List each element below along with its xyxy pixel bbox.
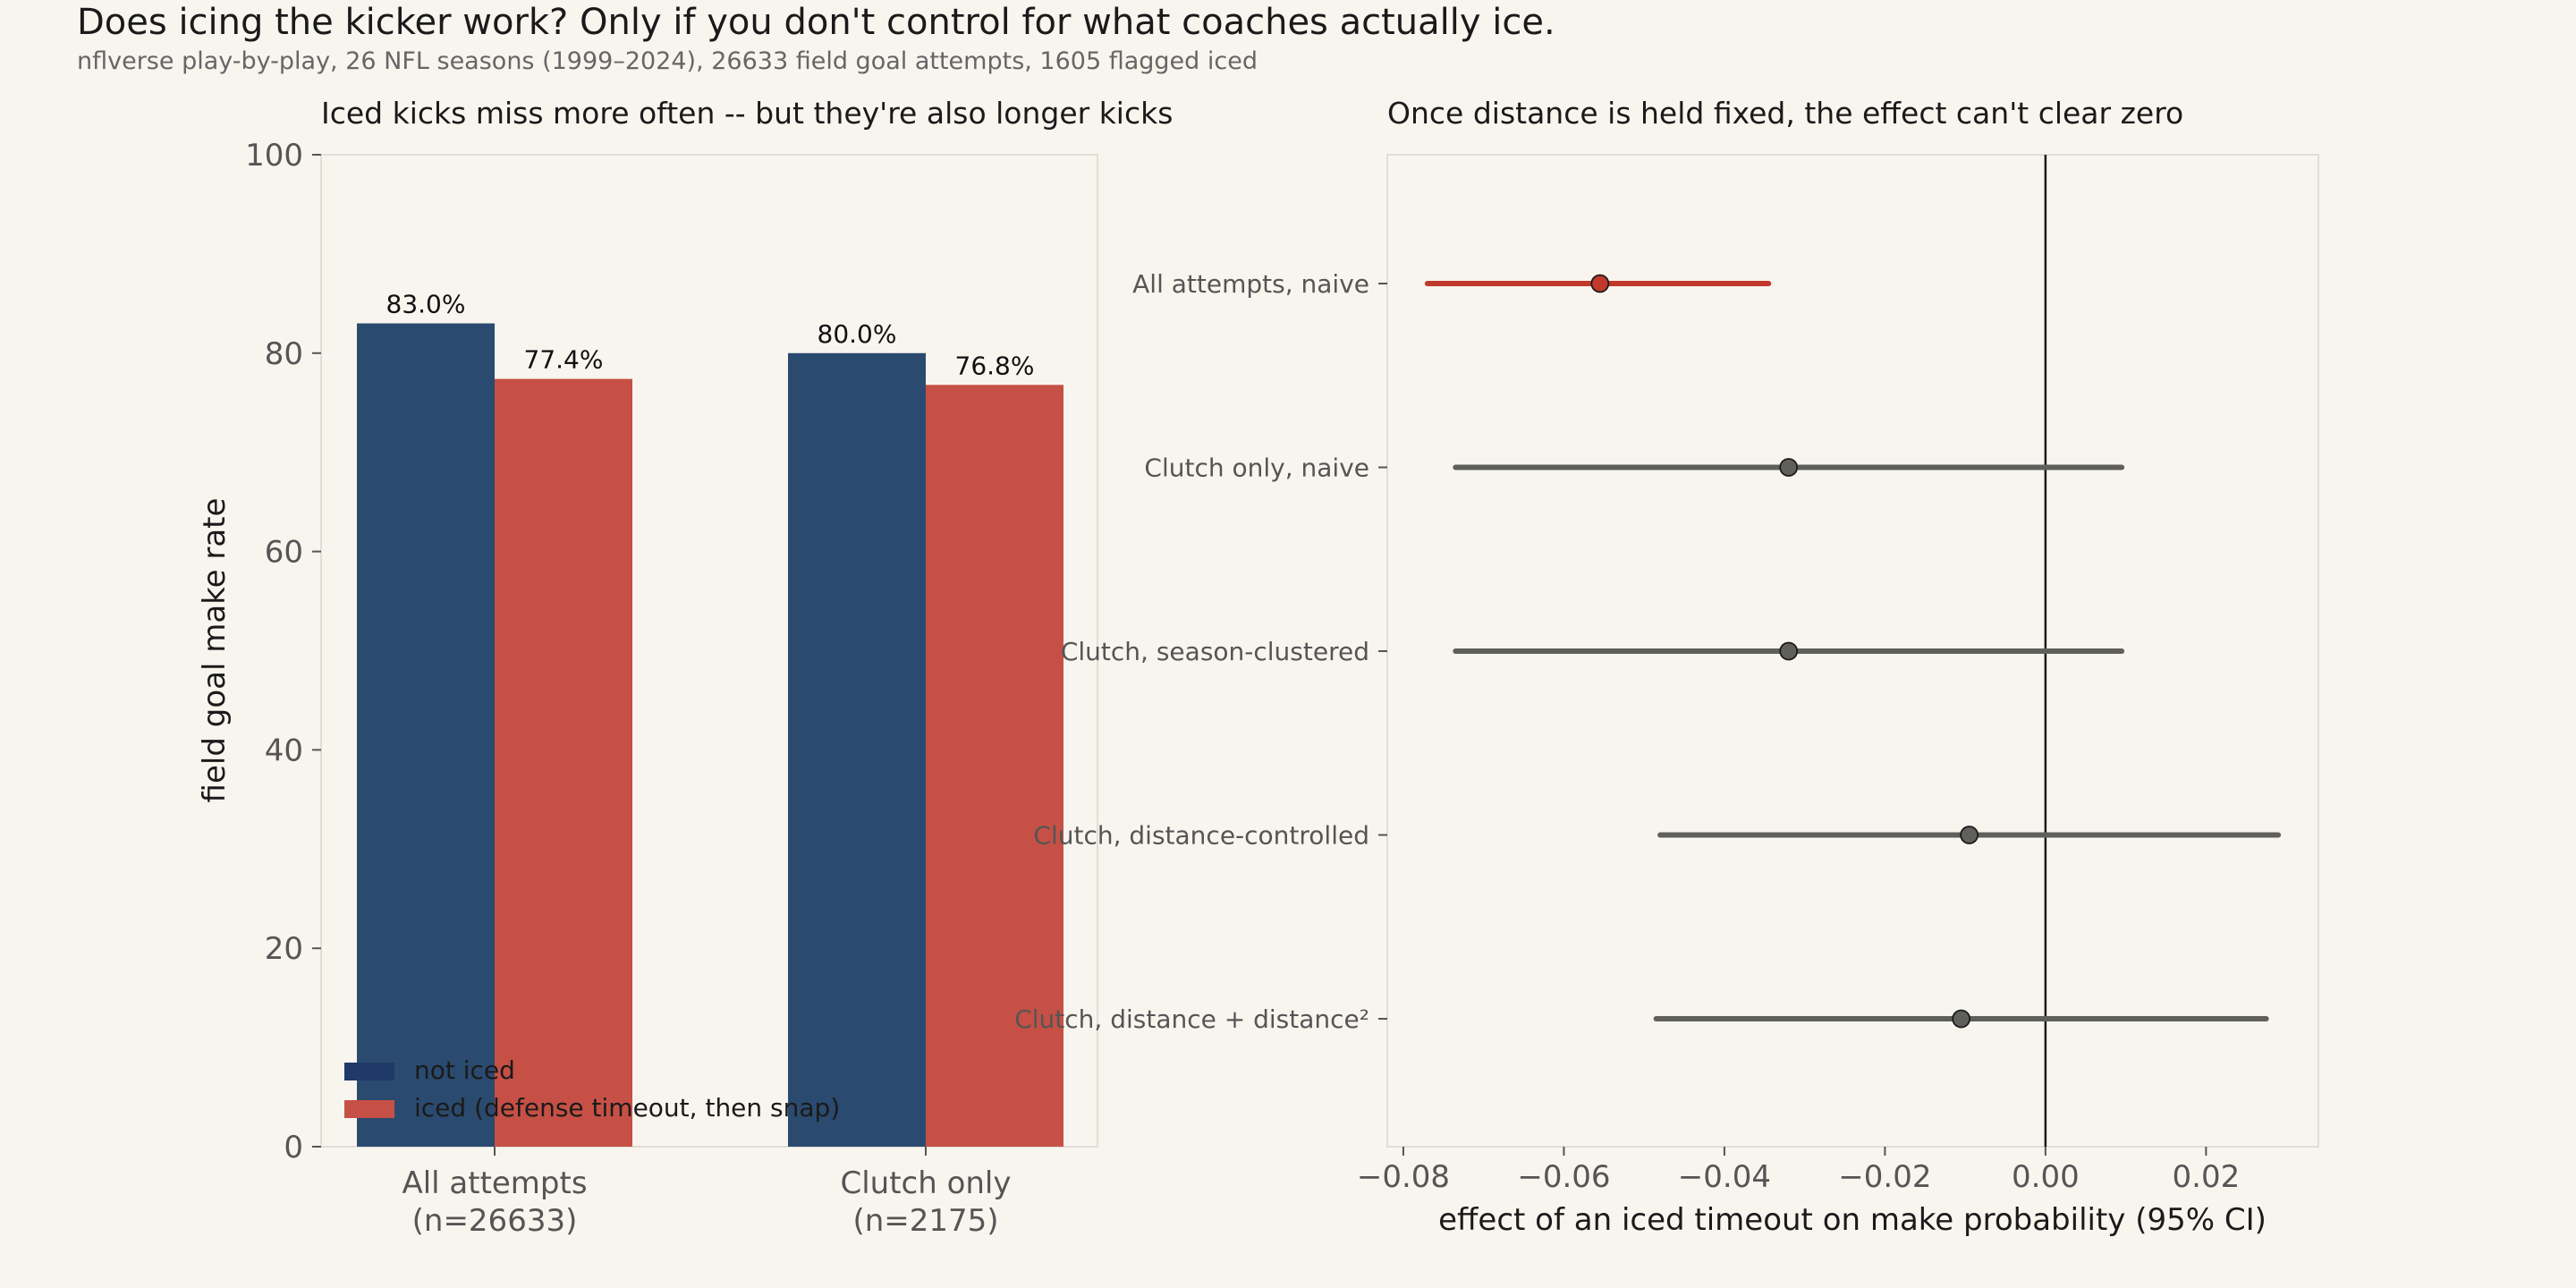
y-tick-label: 60	[265, 535, 303, 571]
row-label: Clutch, distance + distance²	[1014, 1004, 1369, 1034]
point-estimate	[1779, 641, 1799, 661]
bar	[357, 323, 495, 1147]
x-tick-label: All attempts (n=26633)	[402, 1165, 587, 1239]
x-tick-label: 0.02	[2173, 1159, 2241, 1195]
y-tick-label: 40	[265, 733, 303, 768]
legend-label: not iced	[414, 1055, 515, 1085]
bar-chart-y-axis: 0 20 40 60 80 100	[245, 138, 322, 1165]
legend-swatch	[344, 1100, 394, 1118]
row-label: Clutch, distance-controlled	[1033, 821, 1369, 851]
bar-chart-y-axis-label: field goal make rate	[197, 498, 233, 803]
legend-swatch	[344, 1063, 394, 1080]
y-tick-label: 0	[284, 1130, 303, 1165]
row-label: Clutch, season-clustered	[1061, 637, 1369, 666]
bar	[788, 352, 926, 1147]
x-tick-label: Clutch only (n=2175)	[840, 1165, 1011, 1239]
coefficient-plot-panel: Once distance is held fixed, the effect …	[1014, 96, 2319, 1238]
bar	[495, 378, 632, 1147]
bar-chart-bars	[357, 323, 1063, 1148]
x-tick-label: −0.04	[1678, 1159, 1771, 1195]
x-tick-label: 0.00	[2012, 1159, 2080, 1195]
row-label: Clutch only, naive	[1144, 453, 1369, 483]
bar-chart-title: Iced kicks miss more often -- but they'r…	[321, 96, 1173, 131]
bar-value-label: 80.0%	[818, 319, 897, 349]
legend-label: iced (defense timeout, then snap)	[414, 1093, 840, 1123]
bar-chart-x-axis: All attempts (n=26633) Clutch only (n=2175)	[402, 1147, 1012, 1239]
y-tick-label: 80	[265, 336, 303, 372]
bar-chart-panel: Iced kicks miss more often -- but they'r…	[197, 96, 1173, 1239]
bar-chart-data-labels: 83.0% 80.0% 77.4% 76.8%	[386, 290, 1035, 381]
point-estimate	[1952, 1009, 1971, 1029]
point-estimate	[1590, 274, 1610, 293]
y-tick-label: 100	[245, 138, 303, 174]
coefficient-plot-x-axis: −0.08 −0.06 −0.04 −0.02 0.00 0.02	[1357, 1147, 2240, 1195]
coefficient-plot-title: Once distance is held fixed, the effect …	[1387, 96, 2183, 131]
bar-value-label: 77.4%	[524, 345, 604, 375]
y-tick-label: 20	[265, 931, 303, 967]
x-tick-label: −0.02	[1838, 1159, 1931, 1195]
coefficient-plot-rows: All attempts, naive Clutch only, naive Clu…	[1014, 269, 2282, 1034]
coefficient-plot-x-axis-label: effect of an iced timeout on make probab…	[1438, 1202, 2267, 1238]
bar	[926, 385, 1063, 1148]
x-tick-label: −0.06	[1517, 1159, 1610, 1195]
figure-subtitle: nflverse play-by-play, 26 NFL seasons (1…	[77, 47, 1258, 75]
bar-value-label: 83.0%	[386, 290, 466, 319]
figure-title: Does icing the kicker work? Only if you …	[77, 2, 1555, 43]
row-label: All attempts, naive	[1132, 269, 1369, 299]
bar-value-label: 76.8%	[955, 351, 1035, 380]
point-estimate	[1779, 458, 1799, 477]
x-tick-label: −0.08	[1357, 1159, 1450, 1195]
point-estimate	[1960, 826, 1979, 844]
bar-chart-legend: not iced iced (defense timeout, then snap…	[344, 1055, 840, 1123]
